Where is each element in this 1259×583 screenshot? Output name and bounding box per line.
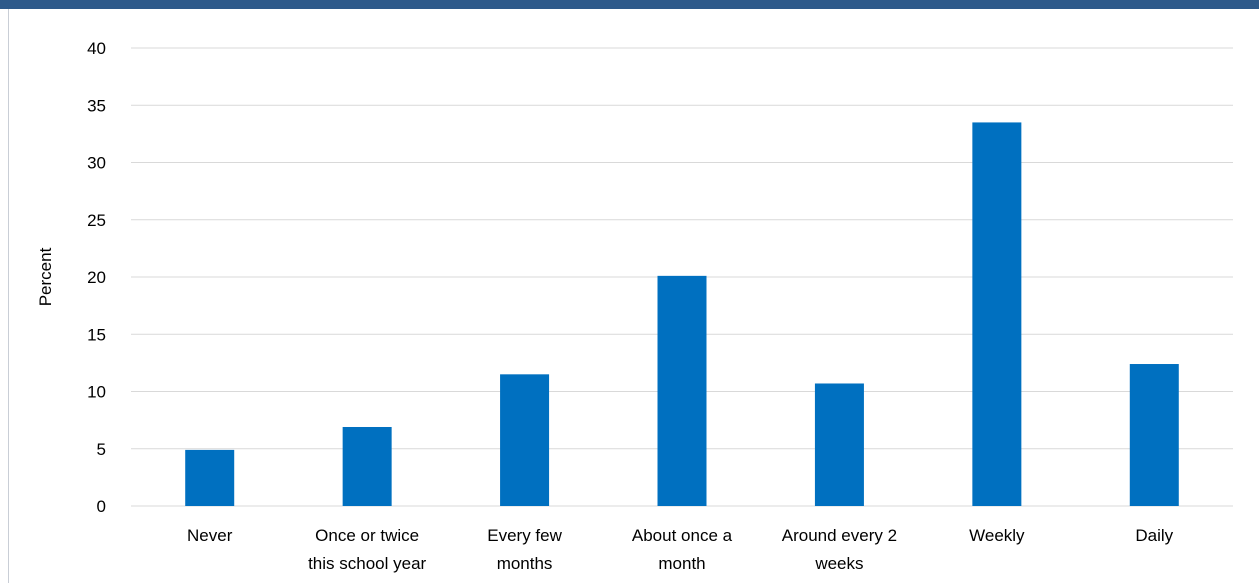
- bar: [972, 122, 1022, 507]
- x-category-label: this school year: [308, 554, 426, 573]
- bar: [1129, 364, 1179, 506]
- top-accent-bar: [0, 0, 1259, 9]
- bar: [814, 383, 864, 506]
- x-category-label: Never: [187, 526, 233, 545]
- left-border-rule: [8, 9, 9, 583]
- x-category-label: Once or twice: [315, 526, 419, 545]
- bar: [185, 449, 235, 506]
- y-tick-label: 10: [87, 383, 106, 402]
- y-tick-labels: 0 5 10 15 20 25 30 35 40: [87, 39, 106, 516]
- x-category-label: month: [658, 554, 705, 573]
- y-tick-label: 25: [87, 211, 106, 230]
- y-tick-label: 30: [87, 154, 106, 173]
- bars: [185, 122, 1179, 507]
- y-tick-label: 5: [97, 440, 106, 459]
- y-tick-label: 20: [87, 268, 106, 287]
- x-category-label: months: [497, 554, 553, 573]
- x-category-labels: Never Once or twice this school year Every …: [187, 526, 1174, 573]
- y-tick-label: 15: [87, 325, 106, 344]
- y-axis-label: Percent: [36, 247, 55, 306]
- y-tick-label: 0: [97, 497, 106, 516]
- bar: [342, 426, 392, 506]
- y-tick-label: 35: [87, 96, 106, 115]
- x-category-label: Daily: [1135, 526, 1173, 545]
- bar: [500, 374, 550, 506]
- bar: [657, 275, 707, 506]
- y-tick-label: 40: [87, 39, 106, 58]
- x-category-label: About once a: [632, 526, 733, 545]
- x-category-label: Every few: [487, 526, 562, 545]
- x-category-label: Weekly: [969, 526, 1025, 545]
- x-category-label: weeks: [814, 554, 863, 573]
- x-category-label: Around every 2: [782, 526, 897, 545]
